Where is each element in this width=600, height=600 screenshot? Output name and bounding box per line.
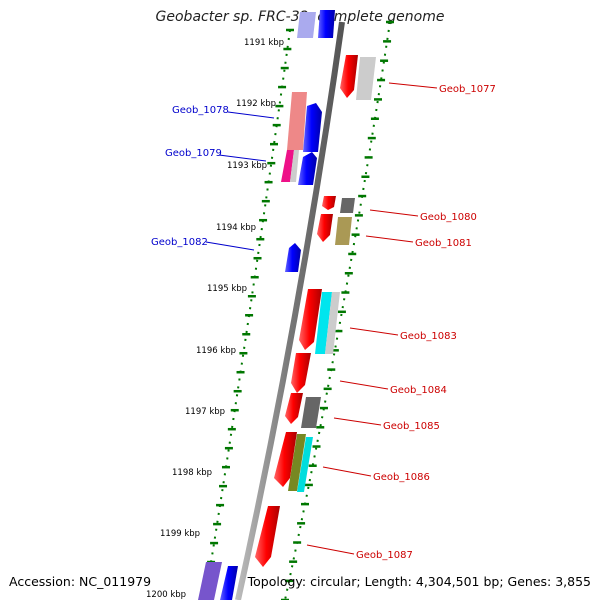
scale-labels: 1191 kbp 1192 kbp 1193 kbp 1194 kbp 1195… (146, 38, 284, 600)
gene-segment (288, 434, 306, 491)
callout-line (227, 111, 275, 119)
callout-line (306, 544, 355, 555)
reverse-gene-arrow (318, 10, 335, 38)
gene-label-geob-1084: Geob_1084 (390, 385, 447, 396)
scale-label: 1193 kbp (227, 161, 267, 171)
genome-backbone (235, 21, 345, 600)
gene-segment (325, 292, 340, 354)
scale-label: 1191 kbp (244, 38, 284, 48)
forward-gene-arrow (274, 432, 297, 487)
gene-label-geob-1085: Geob_1085 (383, 421, 440, 432)
gene-segment (290, 150, 299, 182)
scale-label: 1196 kbp (196, 346, 236, 356)
callout-line (205, 241, 255, 251)
inner-scale-circle (284, 21, 391, 600)
scale-label: 1195 kbp (207, 284, 247, 294)
callout-line (369, 209, 419, 217)
gene-segment (340, 198, 355, 213)
forward-gene-arrow (299, 289, 322, 350)
scale-label: 1192 kbp (236, 99, 276, 109)
forward-gene-arrow (255, 506, 280, 567)
gene-segment (315, 292, 332, 354)
forward-gene-arrow (322, 196, 336, 210)
gene-label-geob-1082: Geob_1082 (151, 237, 208, 248)
scale-label: 1200 kbp (146, 590, 186, 600)
scale-label: 1199 kbp (160, 529, 200, 539)
callout-lines (205, 82, 438, 555)
scale-label: 1194 kbp (216, 223, 256, 233)
reverse-gene-arrow (220, 566, 238, 600)
gene-labels: Geob_1078 Geob_1079 Geob_1082 Geob_1077 … (151, 84, 496, 561)
callout-line (218, 154, 267, 162)
reverse-gene-arrow (297, 12, 316, 38)
callout-line (322, 466, 372, 477)
gene-label-geob-1087: Geob_1087 (356, 550, 413, 561)
gene-segment (297, 437, 313, 492)
reverse-gene-arrow (298, 152, 317, 185)
callout-line (349, 327, 399, 336)
forward-strand-features (255, 55, 376, 567)
callout-line (333, 417, 382, 426)
gene-segment (356, 57, 376, 100)
scale-ticks (201, 28, 294, 600)
genome-summary-text: Topology: circular; Length: 4,304,501 bp… (247, 574, 591, 589)
reverse-gene-arrow (303, 103, 322, 152)
forward-gene-arrow (285, 393, 303, 424)
gene-label-geob-1086: Geob_1086 (373, 472, 430, 483)
callout-line (388, 82, 438, 89)
accession-text: Accession: NC_011979 (9, 574, 152, 589)
callout-line (365, 235, 414, 243)
gene-label-geob-1083: Geob_1083 (400, 331, 457, 342)
reverse-gene-arrow (285, 243, 301, 272)
gene-label-geob-1078: Geob_1078 (172, 105, 229, 116)
gene-segment (335, 217, 352, 245)
forward-gene-arrow (291, 353, 311, 393)
scale-label: 1197 kbp (185, 407, 225, 417)
scale-ticks-inner (281, 20, 394, 600)
forward-gene-arrow (340, 55, 358, 98)
reverse-strand-features (198, 10, 335, 600)
gene-label-geob-1079: Geob_1079 (165, 148, 222, 159)
gene-segment (287, 92, 307, 150)
outer-scale-circle (204, 29, 291, 600)
reverse-gene-arrow (198, 562, 222, 600)
callout-line (339, 380, 389, 390)
gene-label-geob-1077: Geob_1077 (439, 84, 496, 95)
gene-segment (301, 397, 321, 428)
scale-label: 1198 kbp (172, 468, 212, 478)
gene-label-geob-1081: Geob_1081 (415, 238, 472, 249)
gene-label-geob-1080: Geob_1080 (420, 212, 477, 223)
gene-segment (281, 150, 294, 182)
forward-gene-arrow (317, 214, 333, 242)
